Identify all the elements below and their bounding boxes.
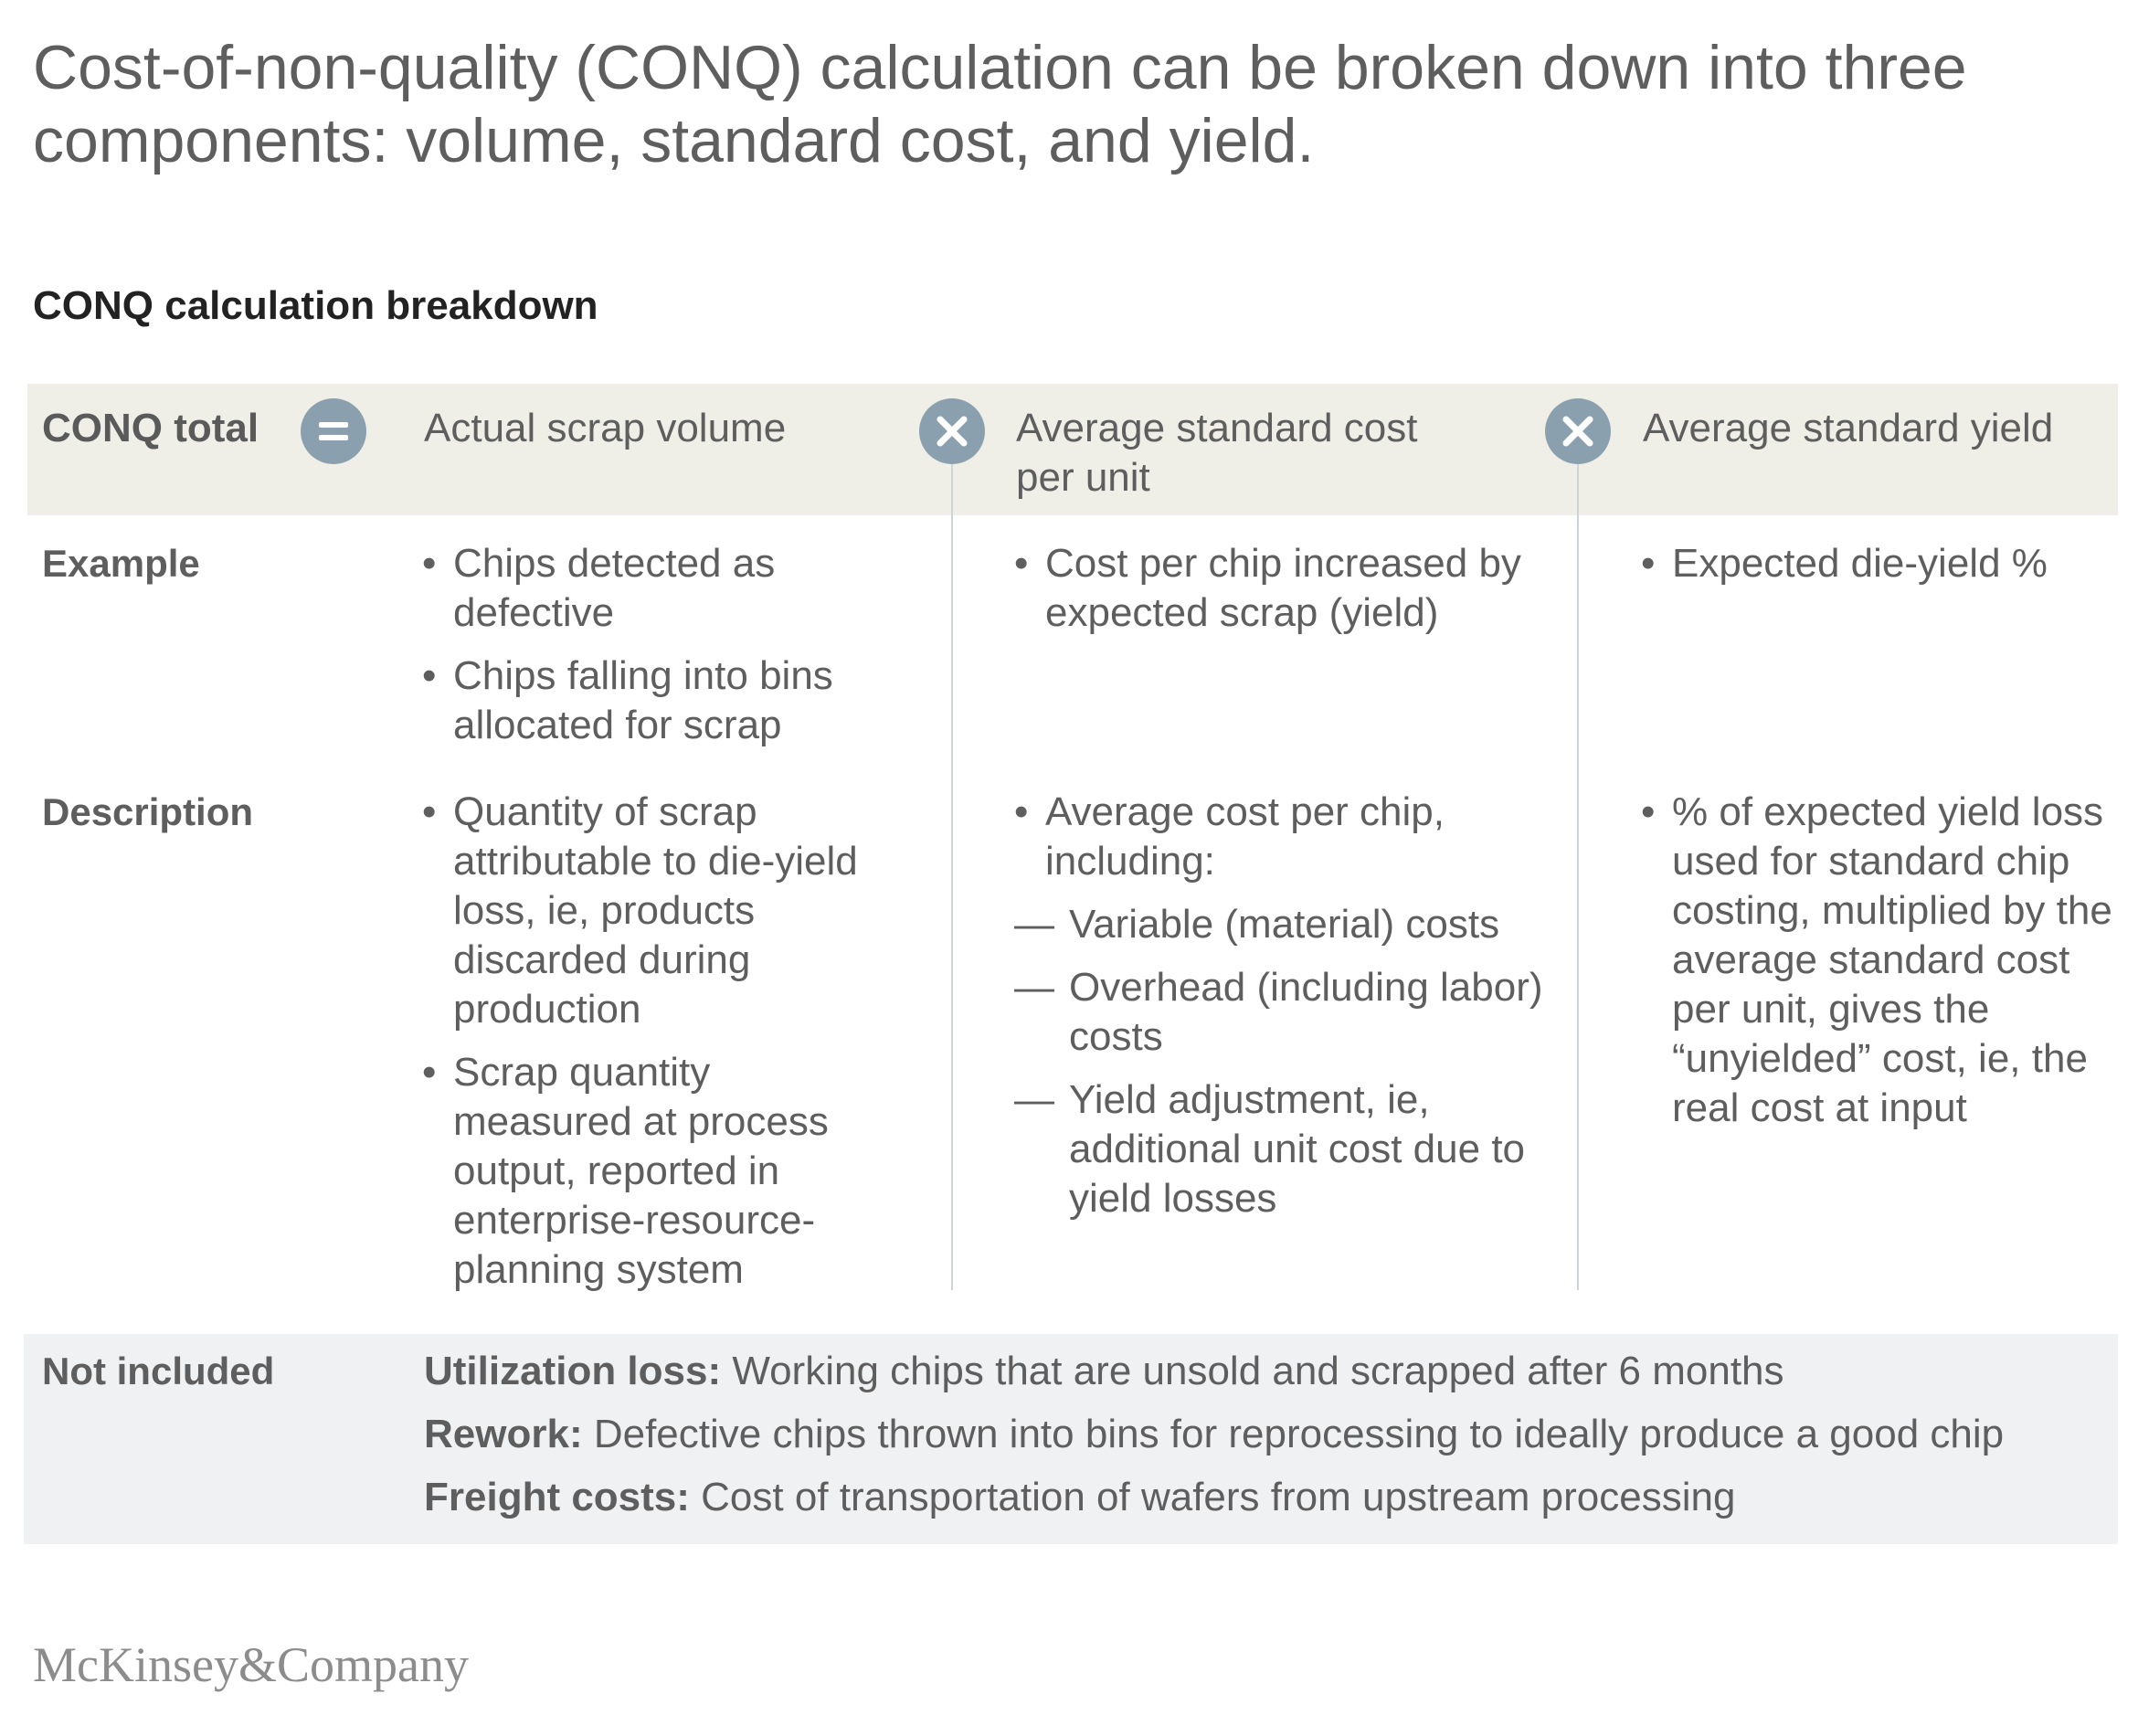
sub-list-item: Overhead (including labor) costs [1014,963,1553,1062]
list-item: Chips detected as defective [422,539,897,638]
chart-subtitle: CONQ calculation breakdown [33,283,598,328]
not-included-band [24,1334,2118,1544]
company-logo: McKinsey&Company [33,1637,469,1692]
header-band [27,384,2118,515]
list-item: Scrap quantity measured at process outpu… [422,1048,870,1295]
not-included-text: Defective chips thrown into bins for rep… [582,1412,2005,1456]
not-included-item: Rework: Defective chips thrown into bins… [424,1410,2114,1459]
list-item: Expected die-yield % [1641,539,2116,588]
description-col-standard-cost: Average cost per chip, including: Variab… [1014,788,1553,1237]
list-item: % of expected yield loss used for standa… [1641,788,2116,1133]
not-included-label: Not included [42,1350,275,1392]
row-label-description: Description [42,790,254,833]
not-included-term: Freight costs: [424,1475,690,1519]
list-item: Average cost per chip, including: [1014,788,1553,886]
not-included-item: Freight costs: Cost of transportation of… [424,1473,2114,1522]
sub-list-item: Yield adjustment, ie, additional unit co… [1014,1075,1553,1223]
not-included-term: Rework: [424,1412,583,1456]
example-col-scrap-volume: Chips detected as defective Chips fallin… [422,539,897,764]
description-col-standard-yield: % of expected yield loss used for standa… [1641,788,2116,1147]
example-col-standard-yield: Expected die-yield % [1641,539,2116,602]
list-item: Chips falling into bins allocated for sc… [422,651,897,750]
list-item: Cost per chip increased by expected scra… [1014,539,1526,638]
column-divider [951,464,953,1290]
header-col-standard-yield: Average standard yield [1643,406,2054,450]
description-col-scrap-volume: Quantity of scrap attributable to die-yi… [422,788,870,1308]
conq-total-label: CONQ total [42,406,259,450]
header-col-standard-cost: Average standard cost per unit [1016,406,1418,500]
not-included-item: Utilization loss: Working chips that are… [424,1347,2114,1396]
sub-list-item: Variable (material) costs [1014,900,1553,949]
not-included-text: Cost of transportation of wafers from up… [689,1475,1736,1519]
not-included-list: Utilization loss: Working chips that are… [424,1347,2114,1536]
column-divider [1577,464,1579,1290]
times-icon [1545,398,1611,464]
not-included-term: Utilization loss: [424,1349,722,1393]
row-label-example: Example [42,542,200,585]
equals-icon [301,398,366,464]
times-icon [919,398,985,464]
not-included-text: Working chips that are unsold and scrapp… [721,1349,1784,1393]
list-item: Quantity of scrap attributable to die-yi… [422,788,870,1034]
page-title: Cost-of-non-quality (CONQ) calculation c… [33,33,1967,175]
example-col-standard-cost: Cost per chip increased by expected scra… [1014,539,1526,651]
header-col-scrap-volume: Actual scrap volume [424,406,787,450]
